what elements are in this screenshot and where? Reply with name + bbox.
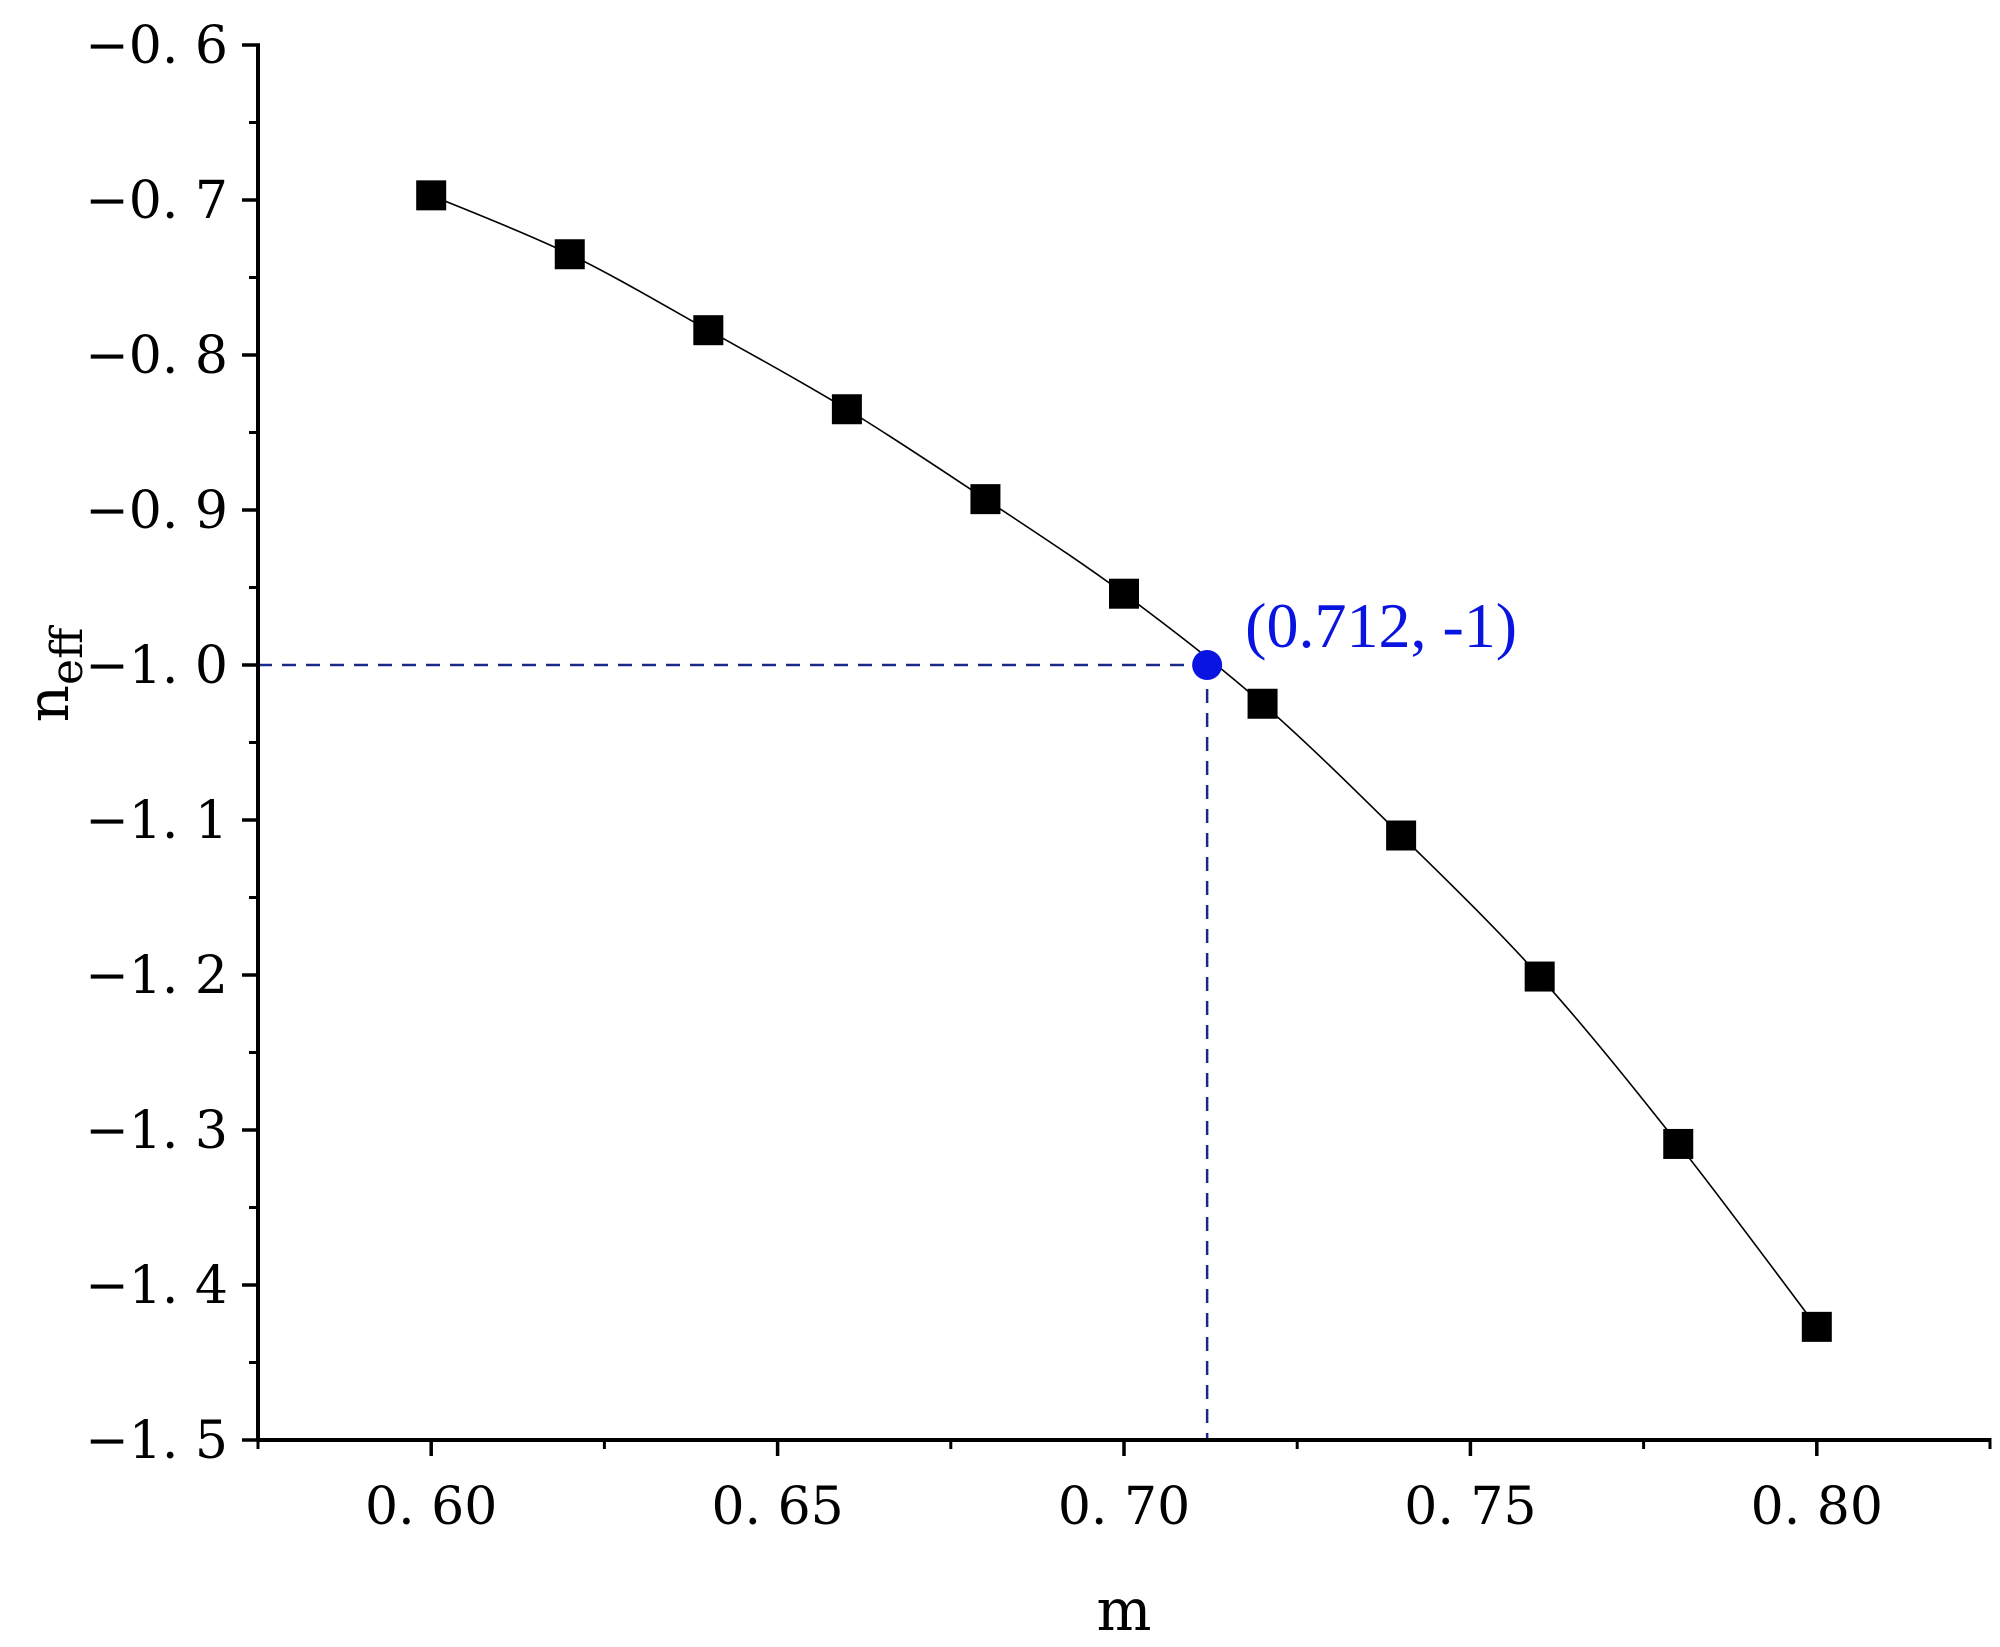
x-tick-label: 0. 70 bbox=[1058, 1477, 1190, 1537]
data-point-marker bbox=[693, 315, 724, 346]
y-tick-label: −1. 2 bbox=[85, 946, 228, 1006]
y-axis-label-main: n bbox=[14, 685, 82, 722]
x-tick-label: 0. 60 bbox=[365, 1477, 497, 1537]
y-tick-label: −1. 5 bbox=[85, 1411, 228, 1471]
data-point-marker bbox=[1663, 1128, 1694, 1159]
y-tick-label: −0. 8 bbox=[85, 326, 228, 386]
y-tick-label: −0. 9 bbox=[85, 481, 228, 541]
y-tick-labels: −0. 6 −0. 7 −0. 8 −0. 9 −1. 0 −1. 1 −1. 2 −1. 3… bbox=[85, 16, 228, 1471]
data-point-marker bbox=[1247, 688, 1278, 719]
minor-ticks bbox=[249, 121, 1992, 1449]
highlight-annotation: (0.712, -1) bbox=[1245, 590, 1517, 661]
y-axis-label-subscript: eff bbox=[42, 625, 93, 685]
data-point-marker bbox=[416, 180, 447, 211]
data-point-marker bbox=[554, 239, 585, 270]
highlight-point bbox=[1192, 650, 1223, 680]
y-tick-label: −1. 4 bbox=[85, 1256, 228, 1316]
x-tick-label: 0. 75 bbox=[1404, 1477, 1536, 1537]
y-tick-label: −1. 0 bbox=[85, 636, 228, 696]
x-tick-label: 0. 65 bbox=[711, 1477, 843, 1537]
data-point-marker bbox=[970, 484, 1001, 515]
x-tick-label: 0. 80 bbox=[1751, 1477, 1883, 1537]
y-tick-label: −1. 1 bbox=[85, 791, 228, 851]
major-ticks bbox=[242, 43, 1819, 1456]
y-tick-label: −0. 6 bbox=[85, 16, 228, 76]
x-tick-labels: 0. 60 0. 65 0. 70 0. 75 0. 80 bbox=[365, 1477, 1883, 1537]
data-point-marker bbox=[1801, 1311, 1832, 1342]
data-point-marker bbox=[831, 394, 862, 425]
data-point-marker bbox=[1109, 578, 1139, 609]
data-point-marker bbox=[1524, 961, 1555, 992]
y-tick-label: −1. 3 bbox=[85, 1101, 228, 1161]
data-point-marker bbox=[1386, 820, 1417, 851]
data-markers bbox=[416, 180, 1832, 1342]
y-axis-label: neff bbox=[14, 625, 93, 722]
series-line bbox=[430, 194, 1818, 1328]
x-axis-label: m bbox=[1097, 1576, 1152, 1644]
y-tick-label: −0. 7 bbox=[85, 171, 228, 231]
